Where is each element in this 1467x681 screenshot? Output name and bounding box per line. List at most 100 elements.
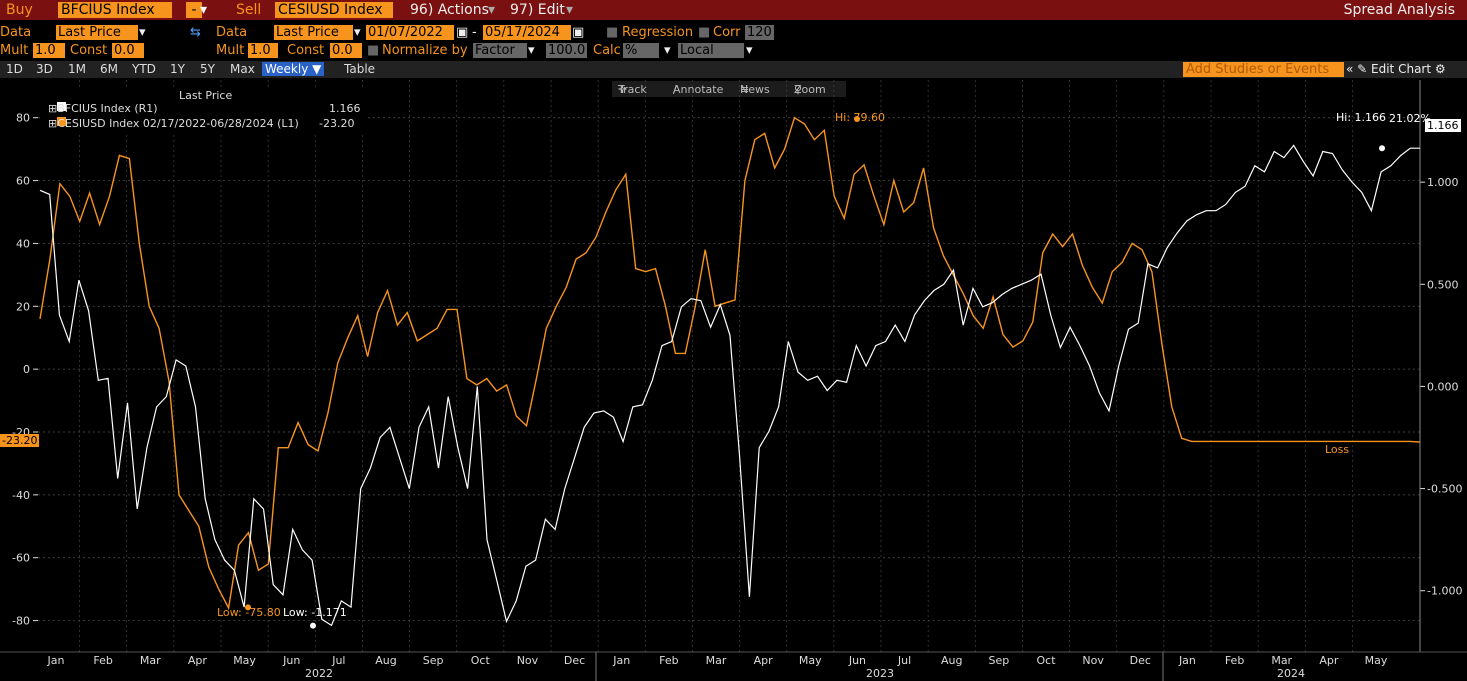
y-tick-label-left: 80	[16, 112, 30, 125]
pencil-icon: ∕	[673, 83, 677, 96]
chevron-down-icon[interactable]: ▾	[664, 43, 671, 58]
sell-ticker-input[interactable]: CESIUSD Index	[275, 2, 393, 18]
y-tick-label-left: 0	[23, 363, 30, 376]
y-tick-label-left: 60	[16, 175, 30, 188]
news-icon: ≡	[740, 83, 750, 96]
x-tick-label: Oct	[1036, 654, 1056, 667]
legend-label: CESIUSD Index 02/17/2022-06/28/2024 (L1)	[57, 117, 299, 130]
period-5y[interactable]: 5Y	[200, 62, 215, 76]
corr-checkbox[interactable]: ■	[698, 25, 711, 40]
const2-input[interactable]: 0.0	[330, 43, 362, 58]
y-tick-label-right: 0.500	[1427, 278, 1459, 291]
swap-icon[interactable]: ⇆	[190, 25, 201, 40]
buy-ticker-input[interactable]: BFCIUS Index	[58, 2, 172, 18]
x-tick-label: Jul	[897, 654, 911, 667]
x-tick-label: May	[799, 654, 822, 667]
y-tick-label-left: -40	[12, 489, 30, 502]
actions-menu[interactable]: 96) Actions	[410, 2, 489, 18]
y-tick-label-right: -0.500	[1427, 483, 1462, 496]
calc-select[interactable]: %	[623, 43, 659, 58]
regression-label: Regression	[622, 25, 694, 40]
x-tick-label: Apr	[1319, 654, 1339, 667]
x-tick-label: May	[233, 654, 256, 667]
start-date-input[interactable]: 01/07/2022	[366, 25, 454, 40]
data-select[interactable]: Last Price	[56, 25, 138, 40]
x-tick-label: Dec	[564, 654, 585, 667]
low-annotation-orange: Low: -75.80	[217, 606, 281, 619]
x-tick-label: Dec	[1130, 654, 1151, 667]
normalize-label: Normalize by	[382, 43, 468, 58]
normalize-select[interactable]: Factor	[473, 43, 527, 58]
legend-item-cesiusd: ⊞ CESIUSD Index 02/17/2022-06/28/2024 (L…	[48, 117, 299, 130]
x-tick-label: Aug	[941, 654, 962, 667]
chevron-down-icon[interactable]: ▾	[200, 2, 208, 18]
edit-chart-button[interactable]: « ✎ Edit Chart ⚙	[1346, 62, 1446, 76]
x-tick-label: Jun	[848, 654, 866, 667]
last-value-tag-right: 1.166	[1425, 119, 1461, 132]
normalize-checkbox[interactable]: ■	[367, 43, 380, 58]
chevron-down-icon[interactable]: ▾	[746, 43, 753, 58]
magnifier-icon: ⚲	[794, 83, 803, 96]
local-select[interactable]: Local	[678, 43, 744, 58]
pct-change-label: 21.02%	[1389, 112, 1431, 125]
chevron-down-icon[interactable]: ▾	[139, 25, 146, 40]
data-row: Data Last Price ▾ ⇆ Data Last Price ▾ 01…	[0, 24, 1467, 42]
hi-annotation-white: Hi: 1.166	[1336, 111, 1387, 124]
series-cesiusd-line	[39, 116, 1421, 611]
x-tick-label: Jan	[1178, 654, 1196, 667]
data2-select[interactable]: Last Price	[274, 25, 353, 40]
year-label: 2022	[305, 667, 333, 680]
period-1y[interactable]: 1Y	[170, 62, 185, 76]
x-tick-label: Jan	[47, 654, 65, 667]
legend-item-bfcius: ⊞ BFCIUS Index (R1)	[48, 102, 158, 115]
data2-label: Data	[216, 25, 248, 40]
period-max[interactable]: Max	[230, 62, 255, 76]
period-ytd[interactable]: YTD	[132, 62, 156, 76]
legend-header: Last Price	[179, 89, 233, 102]
chevron-down-icon[interactable]: ▾	[528, 43, 535, 58]
series-bfcius-line	[39, 144, 1420, 627]
table-button[interactable]: Table	[344, 62, 376, 76]
year-label: 2024	[1277, 667, 1305, 680]
mult2-input[interactable]: 1.0	[248, 43, 278, 58]
period-6m[interactable]: 6M	[100, 62, 118, 76]
x-tick-label: Oct	[471, 654, 491, 667]
low-marker-orange	[245, 604, 251, 611]
axes: 806040200-20-40-60-801.0000.5000.000-0.5…	[0, 80, 1467, 681]
operator-select[interactable]: -	[186, 2, 202, 18]
edit-menu[interactable]: 97) Edit	[510, 2, 565, 18]
period-3d[interactable]: 3D	[36, 62, 53, 76]
factor-input[interactable]: 100.0	[546, 43, 587, 58]
period-1m[interactable]: 1M	[68, 62, 86, 76]
chevron-down-icon[interactable]: ▾	[354, 25, 361, 40]
regression-checkbox[interactable]: ■	[606, 25, 619, 40]
orange-swatch-icon	[57, 117, 67, 126]
buy-label: Buy	[6, 2, 33, 18]
year-label: 2023	[866, 667, 894, 680]
x-tick-label: Feb	[93, 654, 112, 667]
legend-value: 1.166	[329, 102, 361, 115]
x-tick-label: Feb	[1225, 654, 1244, 667]
legend-value: -23.20	[319, 117, 355, 130]
const-label: Const	[70, 43, 108, 58]
end-date-input[interactable]: 05/17/2024	[483, 25, 571, 40]
x-tick-label: Nov	[517, 654, 539, 667]
add-studies-input[interactable]: Add Studies or Events	[1183, 62, 1344, 77]
period-bar: 1D 3D 1M 6M YTD 1Y 5Y Max Weekly ▼ Table…	[0, 61, 1467, 78]
x-tick-label: Mar	[706, 654, 727, 667]
y-tick-label-left: -60	[12, 552, 30, 565]
mult-input[interactable]: 1.0	[33, 43, 65, 58]
date-separator: -	[472, 25, 477, 40]
chevron-down-icon[interactable]: ▾	[566, 2, 574, 18]
chevron-down-icon[interactable]: ▾	[488, 2, 496, 18]
period-1d[interactable]: 1D	[6, 62, 23, 76]
corr-input[interactable]: 120	[745, 25, 774, 40]
mult-row: Mult 1.0 Const 0.0 Mult 1.0 Const 0.0 ■ …	[0, 42, 1467, 60]
x-tick-label: Apr	[754, 654, 774, 667]
frequency-select[interactable]: Weekly ▼	[262, 62, 325, 76]
const-input[interactable]: 0.0	[112, 43, 144, 58]
calendar-icon[interactable]: ▣	[572, 25, 585, 40]
calendar-icon[interactable]: ▣	[456, 25, 469, 40]
x-tick-label: Feb	[659, 654, 678, 667]
